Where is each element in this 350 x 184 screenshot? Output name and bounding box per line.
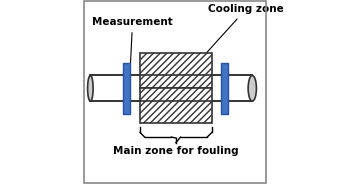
Bar bbox=[90, 75, 252, 101]
Bar bbox=[221, 63, 228, 114]
Text: Cooling zone: Cooling zone bbox=[206, 4, 284, 53]
Text: Measurement: Measurement bbox=[92, 17, 173, 75]
Ellipse shape bbox=[248, 75, 257, 101]
Bar bbox=[123, 63, 130, 114]
Bar bbox=[140, 53, 212, 88]
Text: Main zone for fouling: Main zone for fouling bbox=[113, 146, 239, 156]
Ellipse shape bbox=[88, 75, 93, 101]
Bar bbox=[140, 88, 212, 123]
